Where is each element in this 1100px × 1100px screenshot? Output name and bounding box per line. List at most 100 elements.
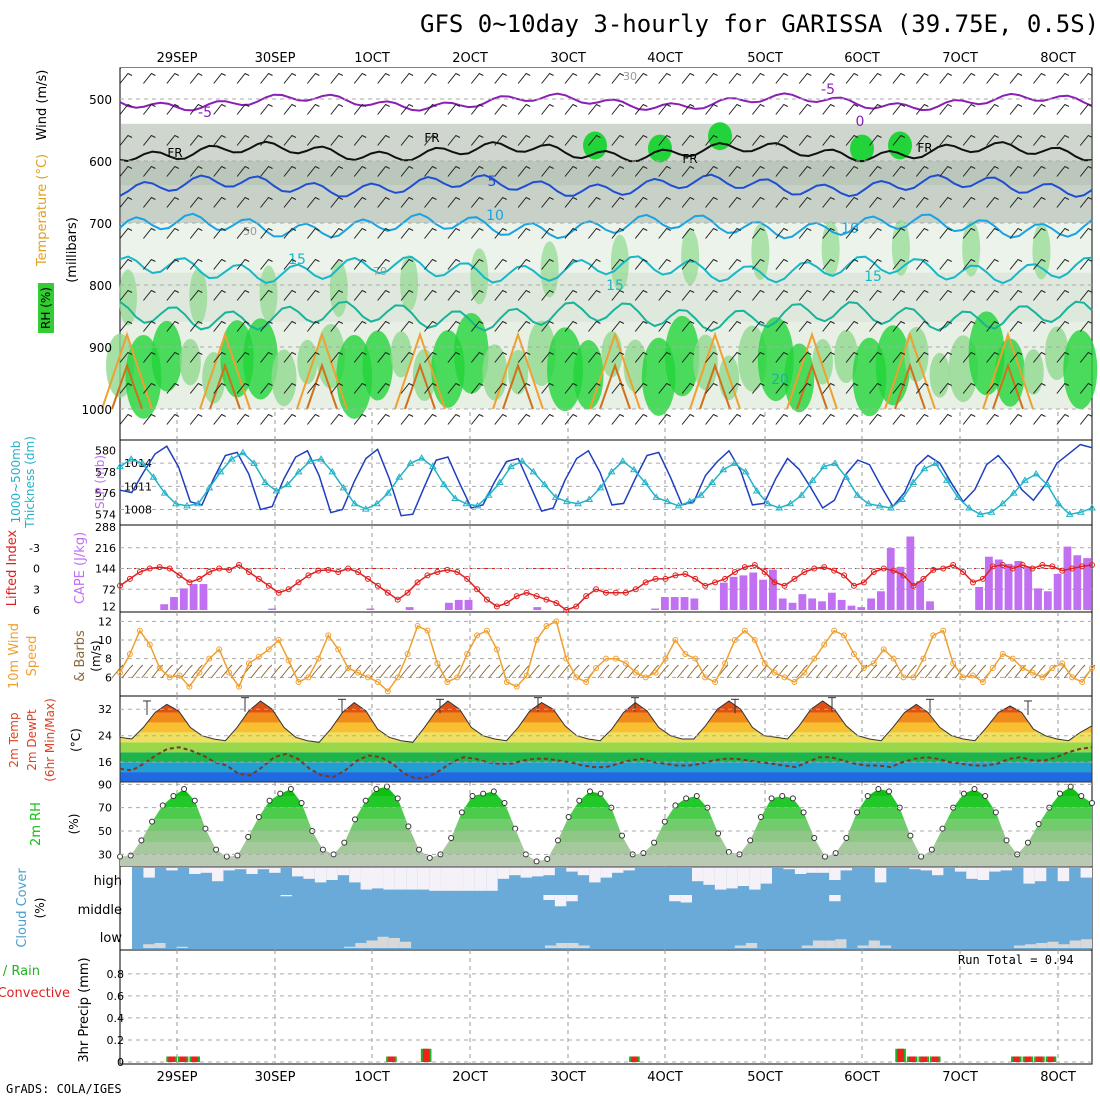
cloud-high-bar bbox=[783, 868, 795, 870]
rh-moist-cell bbox=[540, 241, 559, 298]
upper-wind-barb bbox=[892, 196, 906, 208]
upper-wind-barb bbox=[751, 382, 765, 394]
upper-wind-barb bbox=[962, 196, 976, 208]
thickness-line bbox=[119, 451, 1093, 516]
axis-label-precip: 3hr Precip (mm) bbox=[77, 957, 92, 1062]
upper-wind-barb bbox=[119, 320, 133, 332]
upper-wind-barb bbox=[845, 289, 859, 301]
rh-point bbox=[448, 835, 455, 841]
upper-wind-barb bbox=[143, 382, 156, 394]
thickness-point bbox=[507, 462, 515, 470]
upper-wind-barb bbox=[283, 258, 297, 270]
upper-wind-barb bbox=[166, 134, 180, 146]
cloud-high-bar bbox=[440, 868, 452, 891]
upper-wind-barb bbox=[869, 258, 882, 270]
rh-band-fill bbox=[120, 807, 1092, 820]
lifted-index-point bbox=[831, 567, 838, 574]
rh-moist-cell bbox=[751, 224, 770, 281]
upper-wind-barb bbox=[494, 289, 507, 301]
wind-barb bbox=[260, 664, 273, 679]
upper-wind-barb bbox=[260, 351, 273, 363]
upper-wind-barb bbox=[915, 134, 929, 146]
cape-bar bbox=[690, 598, 699, 610]
cloud-high-bar bbox=[760, 868, 772, 884]
upper-wind-barb bbox=[751, 227, 765, 239]
cloud-low-bar bbox=[1080, 939, 1092, 948]
temp-bands bbox=[120, 701, 1092, 782]
thickness-point bbox=[473, 501, 482, 509]
upper-wind-barb bbox=[845, 351, 859, 363]
lifted-index-point bbox=[464, 575, 471, 582]
wind-speed-point bbox=[474, 632, 481, 639]
upper-wind-barb bbox=[424, 196, 437, 208]
upper-wind-barb bbox=[939, 227, 952, 239]
rh-point bbox=[405, 823, 412, 830]
upper-wind-barb bbox=[775, 320, 789, 332]
upper-wind-barb bbox=[470, 227, 484, 239]
upper-wind-barb bbox=[1056, 413, 1070, 425]
axis-label-temp-unit: (°C) bbox=[69, 728, 83, 752]
upper-wind-barb bbox=[447, 196, 461, 208]
cloud-high-bar bbox=[726, 868, 738, 889]
cloud-high-bar bbox=[532, 868, 544, 877]
upper-wind-barb bbox=[939, 196, 952, 208]
upper-wind-barb bbox=[424, 289, 437, 301]
cloud-high-bar bbox=[212, 868, 224, 882]
upper-wind-barb bbox=[611, 227, 625, 239]
thickness-point bbox=[920, 464, 929, 472]
upper-wind-barb bbox=[845, 227, 859, 239]
upper-wind-barb bbox=[1033, 320, 1046, 332]
rh-bands bbox=[120, 786, 1092, 866]
date-label-top: 5OCT bbox=[747, 51, 783, 66]
rh-moist-cell bbox=[583, 131, 607, 160]
wind-speed-point bbox=[583, 679, 590, 685]
upper-wind-barb bbox=[541, 134, 554, 146]
wind-speed-point bbox=[979, 679, 986, 685]
upper-wind-barb bbox=[213, 134, 226, 146]
wind-speed-point bbox=[930, 632, 937, 639]
precip-convective-bar bbox=[191, 1056, 198, 1062]
upper-wind-barb bbox=[283, 165, 297, 177]
rh-band bbox=[121, 223, 1091, 273]
wind-barb bbox=[924, 664, 937, 679]
upper-wind-barb bbox=[564, 196, 578, 208]
cloud-middle-bar bbox=[680, 895, 692, 903]
lifted-index-point bbox=[593, 586, 600, 593]
thickness-point bbox=[641, 478, 649, 485]
cloud-high-bar bbox=[1023, 868, 1035, 884]
upper-wind-barb bbox=[1033, 413, 1046, 425]
surface-isotherm bbox=[404, 362, 436, 410]
cape-bar bbox=[680, 597, 689, 610]
cloud-high-bar bbox=[543, 868, 555, 876]
slp-tick-label: 1011 bbox=[124, 480, 152, 493]
lifted-index-point bbox=[394, 596, 401, 603]
wind-barb bbox=[359, 664, 372, 679]
upper-wind-barb bbox=[588, 413, 601, 425]
upper-wind-barb bbox=[564, 103, 578, 115]
cape-bar bbox=[454, 599, 463, 610]
cape-bar bbox=[651, 608, 659, 610]
wind-barb bbox=[567, 664, 580, 679]
rh-moist-cell bbox=[189, 268, 208, 325]
upper-wind-barb bbox=[962, 72, 976, 84]
cape-bar bbox=[808, 598, 817, 610]
wind-barb bbox=[548, 664, 560, 679]
surface-isotherm bbox=[306, 362, 338, 410]
wind-barb bbox=[557, 664, 570, 679]
cloud-high-bar bbox=[292, 868, 304, 877]
upper-wind-barb bbox=[377, 382, 390, 394]
upper-wind-barb bbox=[986, 134, 999, 146]
upper-wind-barb bbox=[634, 382, 648, 394]
upper-wind-barb bbox=[1033, 227, 1046, 239]
cloud-background bbox=[132, 867, 1092, 949]
upper-wind-barb bbox=[775, 289, 789, 301]
rh-point bbox=[918, 853, 925, 860]
lifted-index-point bbox=[1049, 563, 1056, 570]
upper-wind-barb bbox=[213, 258, 226, 270]
lifted-index-point bbox=[890, 567, 897, 574]
upper-wind-barb bbox=[1033, 289, 1046, 301]
upper-wind-barb bbox=[541, 351, 554, 363]
panel-frame-precip bbox=[119, 949, 1093, 1065]
upper-wind-barb bbox=[939, 382, 952, 394]
thickness-point bbox=[730, 459, 739, 466]
